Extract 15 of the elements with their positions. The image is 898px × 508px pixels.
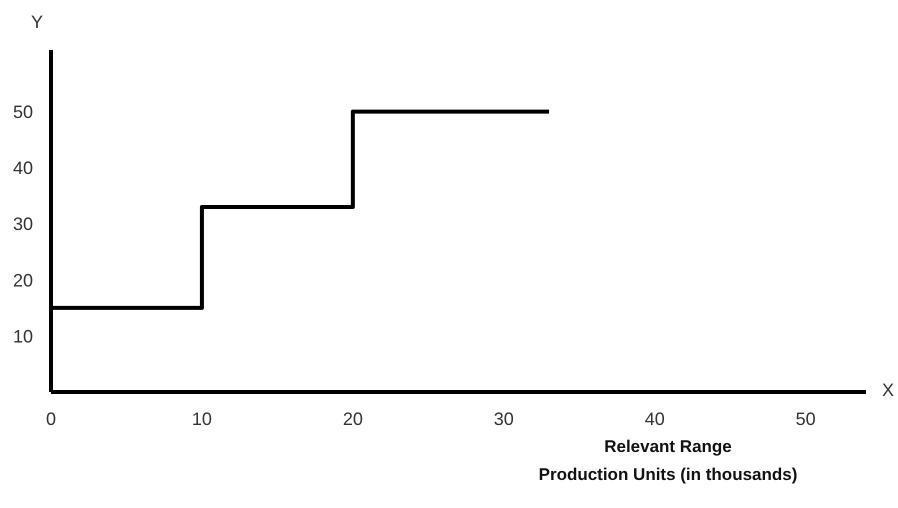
x-axis-title: X xyxy=(882,380,894,401)
text: Relevant Range xyxy=(603,436,733,458)
y-axis-title: Y xyxy=(31,12,44,33)
text: Production Units (in thousands) xyxy=(538,464,798,486)
x-tick-label: 0 xyxy=(46,408,56,429)
x-tick-label: 20 xyxy=(342,408,363,429)
y-tick-label: 30 xyxy=(12,214,33,234)
x-tick-label: 10 xyxy=(192,408,212,429)
y-tick-label: 40 xyxy=(12,158,33,178)
x-tick-label: 40 xyxy=(644,408,665,429)
x-tick-label: 30 xyxy=(494,408,514,429)
y-tick-label: 20 xyxy=(12,270,33,290)
y-tick-label: 10 xyxy=(12,326,33,346)
y-tick-label: 50 xyxy=(12,102,33,122)
x-tick-label: 50 xyxy=(796,408,816,429)
